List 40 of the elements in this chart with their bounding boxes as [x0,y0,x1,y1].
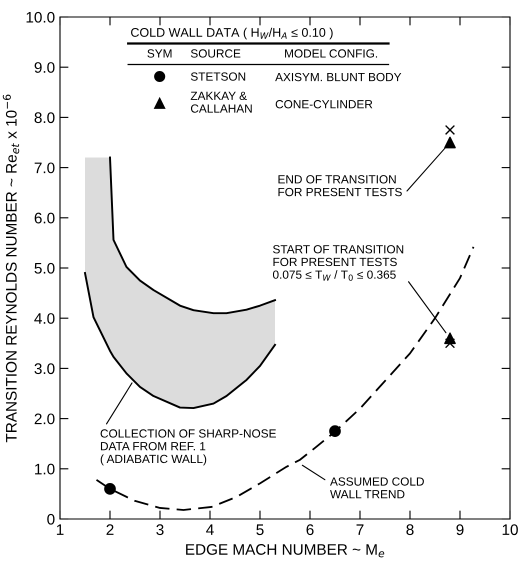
annotation: SOURCE [190,49,240,58]
x-tick-label: 9 [456,524,464,536]
point [104,483,116,495]
y-tick-label: 4.0 [34,313,55,324]
annotation: END OF TRANSITION FOR PRESENT TESTS [278,175,402,196]
x-tick-label: 10 [502,524,518,536]
legend-label: ZAKKAY & CALLAHAN [190,92,252,113]
y-tick-label: 10.0 [26,12,55,23]
y-tick-label: 0 [47,514,55,525]
x-tick-label: 7 [356,524,364,535]
legend-title: COLD WALL DATA ( H$_{W}$/H$_{A}$ ≤ 0.10 ) [131,28,333,40]
y-tick-label: 6.0 [34,212,55,224]
x-tick-label: 1 [56,524,64,535]
point [444,136,456,148]
y-tick-label: 8.0 [34,112,55,124]
y-tick-label: 7.0 [34,162,55,174]
x-tick-label: 3 [156,524,164,536]
legend-label: STETSON [190,72,246,81]
annotation: CONE-CYLINDER [276,100,372,108]
x-tick-label: 2 [106,524,114,535]
y-tick-label: 3.0 [34,363,55,374]
point [444,338,456,348]
annotation: START OF TRANSITION FOR PRESENT TESTS 0.075 ≤ T$_{W}$ / T$_{0}$ ≤ 0.365 [272,245,404,281]
annotation: COLLECTION OF SHARP-NOSE DATA FROM REF. 1 ( ADIABATIC WALL) [100,429,276,466]
y-tick-label: 9.0 [34,62,55,73]
point [444,124,456,136]
x-axis-title: EDGE MACH NUMBER ~ M$_{e}$ [186,544,384,558]
annotation: AXISYM. BLUNT BODY [275,72,402,82]
annotation: ASSUMED COLD WALL TREND [330,477,424,498]
point [329,425,341,437]
annotation: SYM [147,49,172,58]
annotation: MODEL CONFIG. [285,49,378,58]
x-tick-label: 8 [406,524,414,536]
x-tick-label: 4 [206,524,214,535]
y-axis-title: TRANSITION REYNOLDS NUMBER ~ Re$_{et}$ x 10$^{−6}$ [2,94,20,442]
y-tick-label: 2.0 [34,413,55,424]
y-tick-label: 5.0 [34,262,55,274]
x-tick-label: 6 [306,524,314,536]
y-tick-label: 1.0 [35,464,55,474]
x-tick-label: 5 [256,524,264,536]
